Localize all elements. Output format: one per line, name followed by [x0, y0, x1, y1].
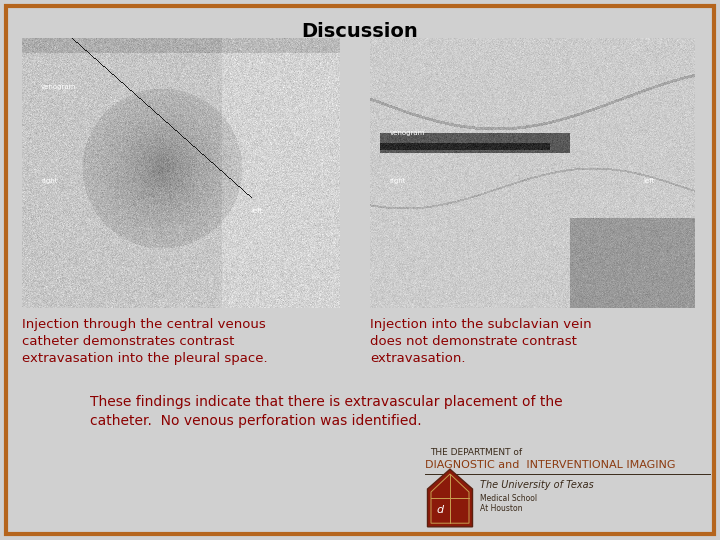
Text: At Houston: At Houston — [480, 504, 523, 513]
Polygon shape — [428, 469, 472, 527]
Text: left: left — [251, 208, 262, 214]
Text: venogram: venogram — [390, 130, 425, 136]
Text: These findings indicate that there is extravascular placement of the
catheter.  : These findings indicate that there is ex… — [90, 395, 562, 429]
Text: Medical School: Medical School — [480, 494, 537, 503]
Text: DIAGNOSTIC and  INTERVENTIONAL IMAGING: DIAGNOSTIC and INTERVENTIONAL IMAGING — [425, 460, 675, 470]
Text: venogram: venogram — [41, 84, 76, 90]
Text: Injection into the subclavian vein
does not demonstrate contrast
extravasation.: Injection into the subclavian vein does … — [370, 318, 592, 365]
Text: Injection through the central venous
catheter demonstrates contrast
extravasatio: Injection through the central venous cat… — [22, 318, 268, 365]
Text: right: right — [390, 178, 406, 184]
Text: Discussion: Discussion — [302, 22, 418, 41]
Text: right: right — [41, 178, 58, 184]
Text: left: left — [643, 178, 654, 184]
Text: THE DEPARTMENT of: THE DEPARTMENT of — [430, 448, 522, 457]
Text: The University of Texas: The University of Texas — [480, 480, 594, 490]
Text: d: d — [436, 505, 444, 515]
